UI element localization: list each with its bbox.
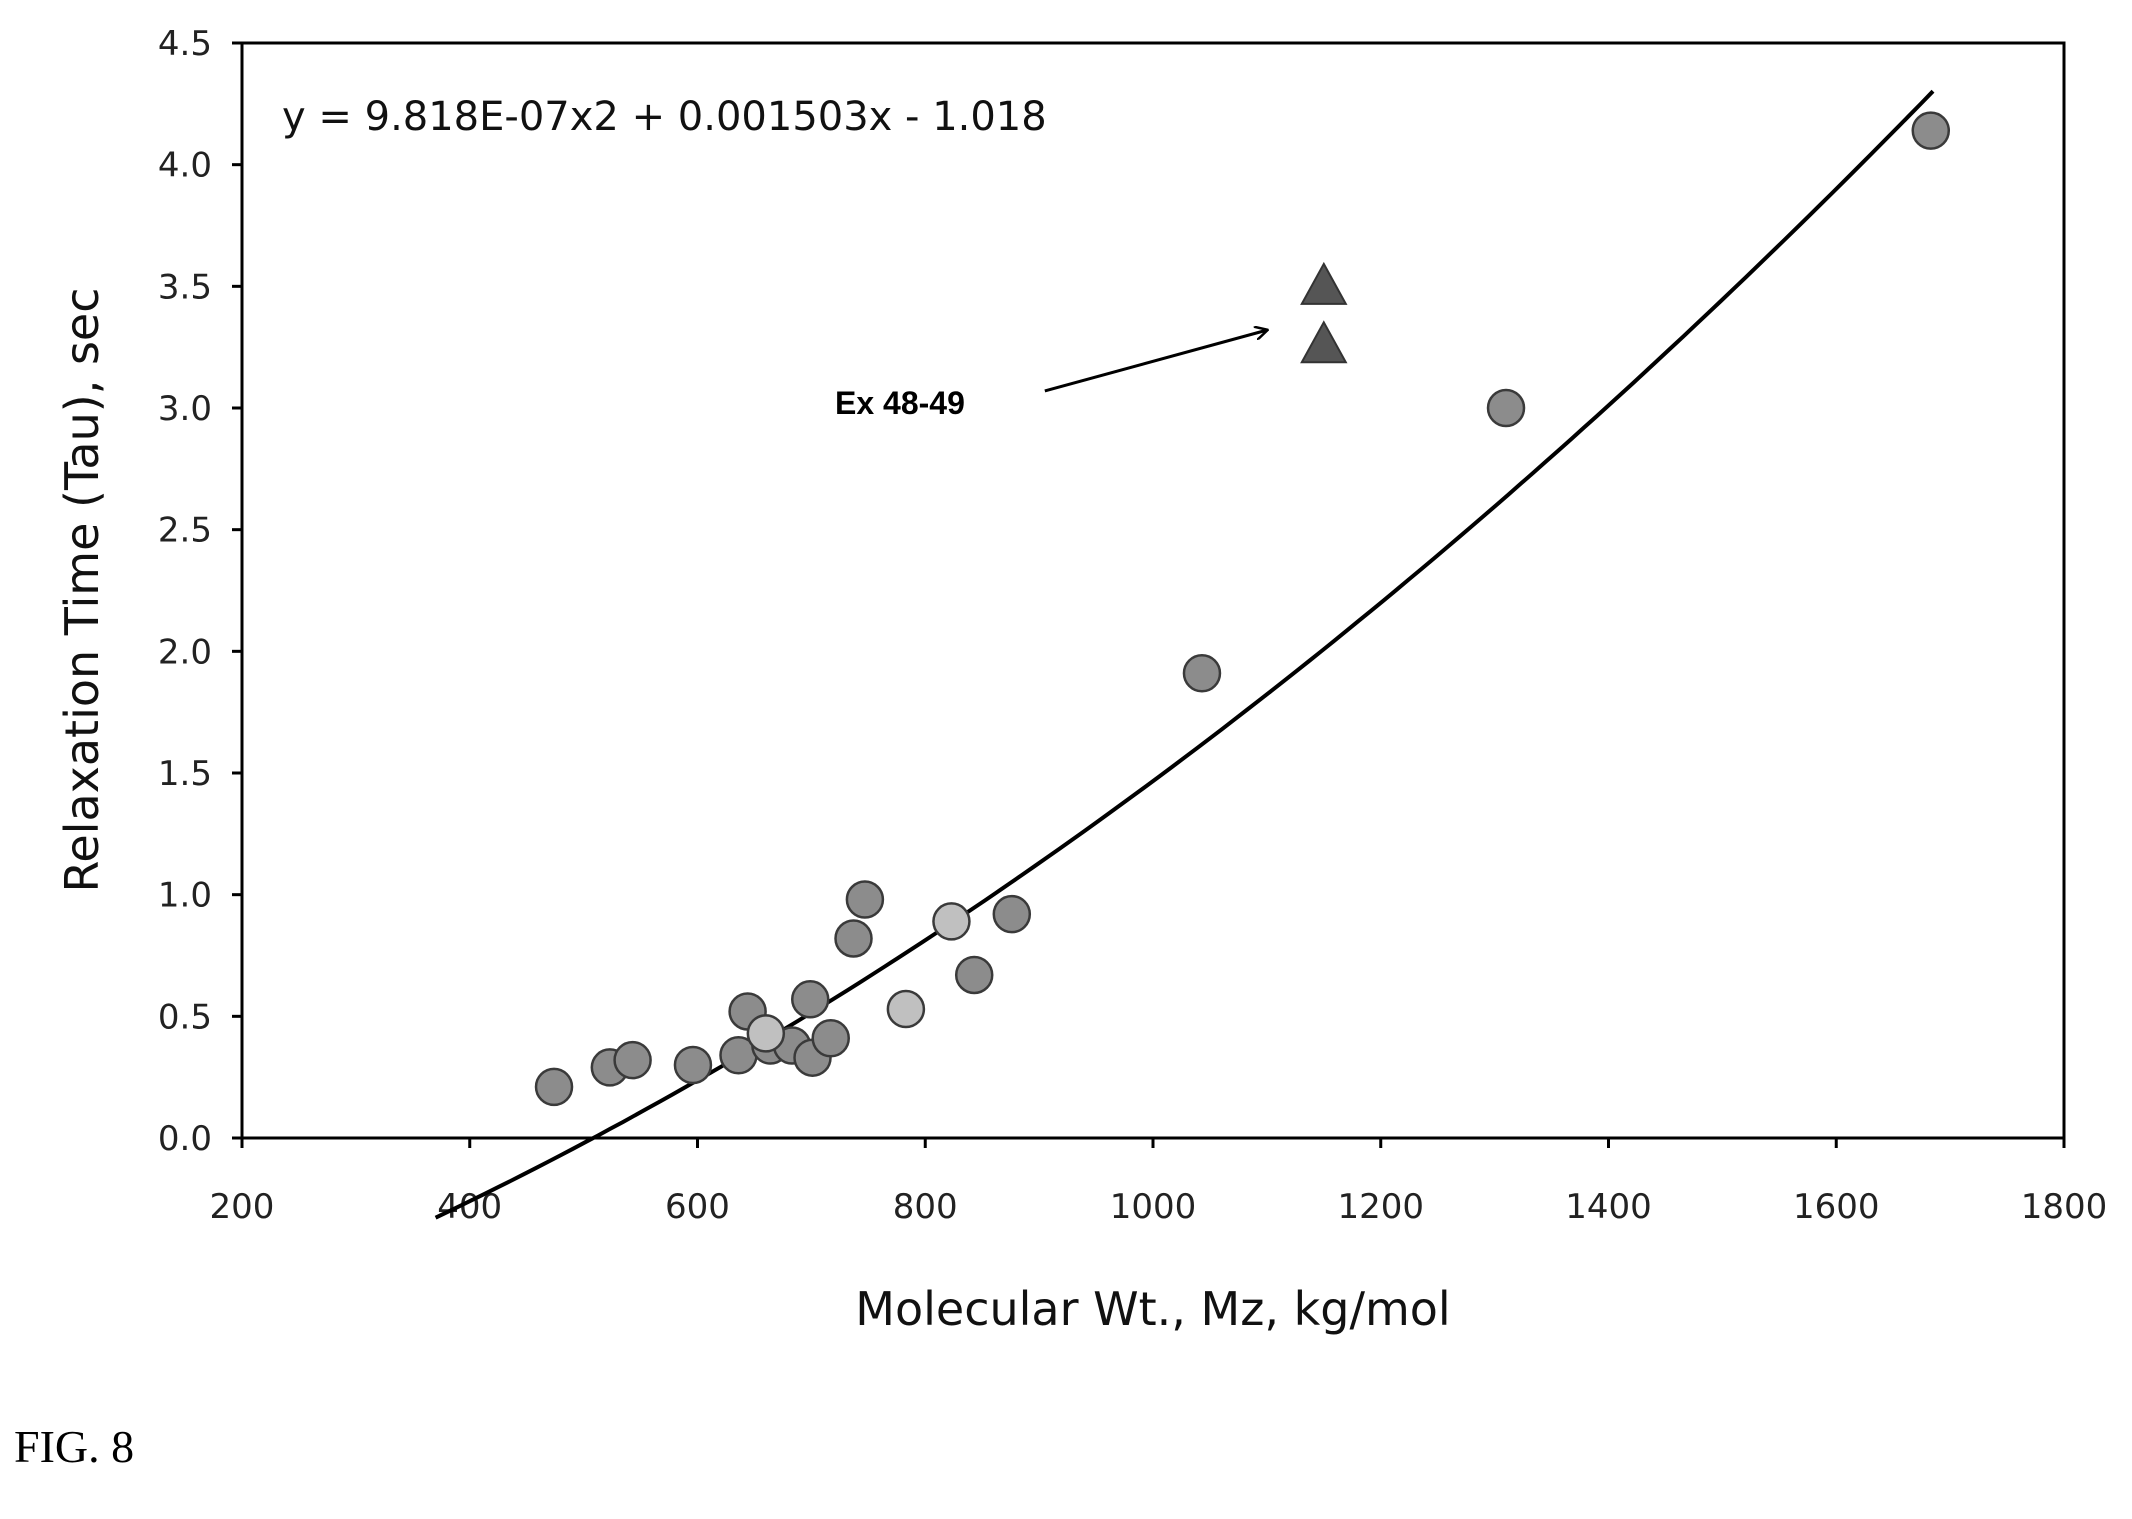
circle-point xyxy=(1182,653,1222,693)
scatter-chart: 0.0 0.5 1.0 1.5 2.0 2.5 3.0 3.5 4.0 4.5 200 400 600… xyxy=(55,24,2108,1336)
x-tick-label: 1000 xyxy=(1110,1187,1197,1227)
y-tick-label: 0.5 xyxy=(158,997,212,1037)
circle-point xyxy=(992,894,1032,934)
x-tick-label: 1200 xyxy=(1337,1187,1424,1227)
trendline-equation: y = 9.818E-07x2 + 0.001503x - 1.018 xyxy=(282,94,1047,140)
y-axis-ticks: 0.0 0.5 1.0 1.5 2.0 2.5 3.0 3.5 4.0 4.5 xyxy=(158,24,242,1159)
triangle-point xyxy=(1300,320,1348,364)
y-tick-label: 2.0 xyxy=(158,632,212,672)
circle-point xyxy=(746,1014,786,1053)
x-tick-label: 600 xyxy=(665,1187,730,1227)
y-axis-title: Relaxation Time (Tau), sec xyxy=(55,287,109,892)
circle-point xyxy=(1486,388,1526,428)
circle-point xyxy=(886,989,926,1029)
y-tick-label: 1.0 xyxy=(158,876,212,916)
circle-point xyxy=(845,880,885,919)
y-tick-label: 0.0 xyxy=(158,1119,212,1159)
x-tick-label: 1800 xyxy=(2021,1187,2108,1227)
annotation-label: Ex 48-49 xyxy=(835,385,965,421)
data-points xyxy=(534,111,1951,1107)
circle-point xyxy=(534,1067,574,1107)
y-tick-label: 3.5 xyxy=(158,267,212,307)
circle-point xyxy=(673,1045,713,1085)
x-tick-label: 200 xyxy=(210,1187,275,1227)
annotation-arrow xyxy=(1044,330,1267,393)
circle-point xyxy=(1911,111,1951,150)
figure-caption: FIG. 8 xyxy=(14,1421,135,1472)
circle-point xyxy=(811,1018,850,1058)
y-tick-label: 2.5 xyxy=(158,511,212,551)
trendline xyxy=(434,89,1935,1220)
circle-point xyxy=(790,980,830,1019)
circle-point xyxy=(932,902,971,941)
y-tick-label: 1.5 xyxy=(158,754,212,794)
x-axis-ticks: 200 400 600 800 1000 1200 1400 1600 1800 xyxy=(210,1138,2108,1227)
circle-point xyxy=(954,955,994,995)
circle-point xyxy=(613,1040,652,1080)
y-tick-label: 4.5 xyxy=(158,24,212,64)
x-tick-label: 800 xyxy=(893,1187,958,1227)
plot-area-frame xyxy=(240,41,2066,1140)
x-tick-label: 1600 xyxy=(1793,1187,1880,1227)
y-tick-label: 3.0 xyxy=(158,389,212,429)
x-axis-title: Molecular Wt., Mz, kg/mol xyxy=(855,1282,1450,1336)
x-tick-label: 400 xyxy=(437,1187,502,1227)
y-tick-label: 4.0 xyxy=(158,146,212,186)
x-tick-label: 1400 xyxy=(1565,1187,1652,1227)
circle-point xyxy=(834,919,873,958)
triangle-point xyxy=(1300,261,1348,305)
